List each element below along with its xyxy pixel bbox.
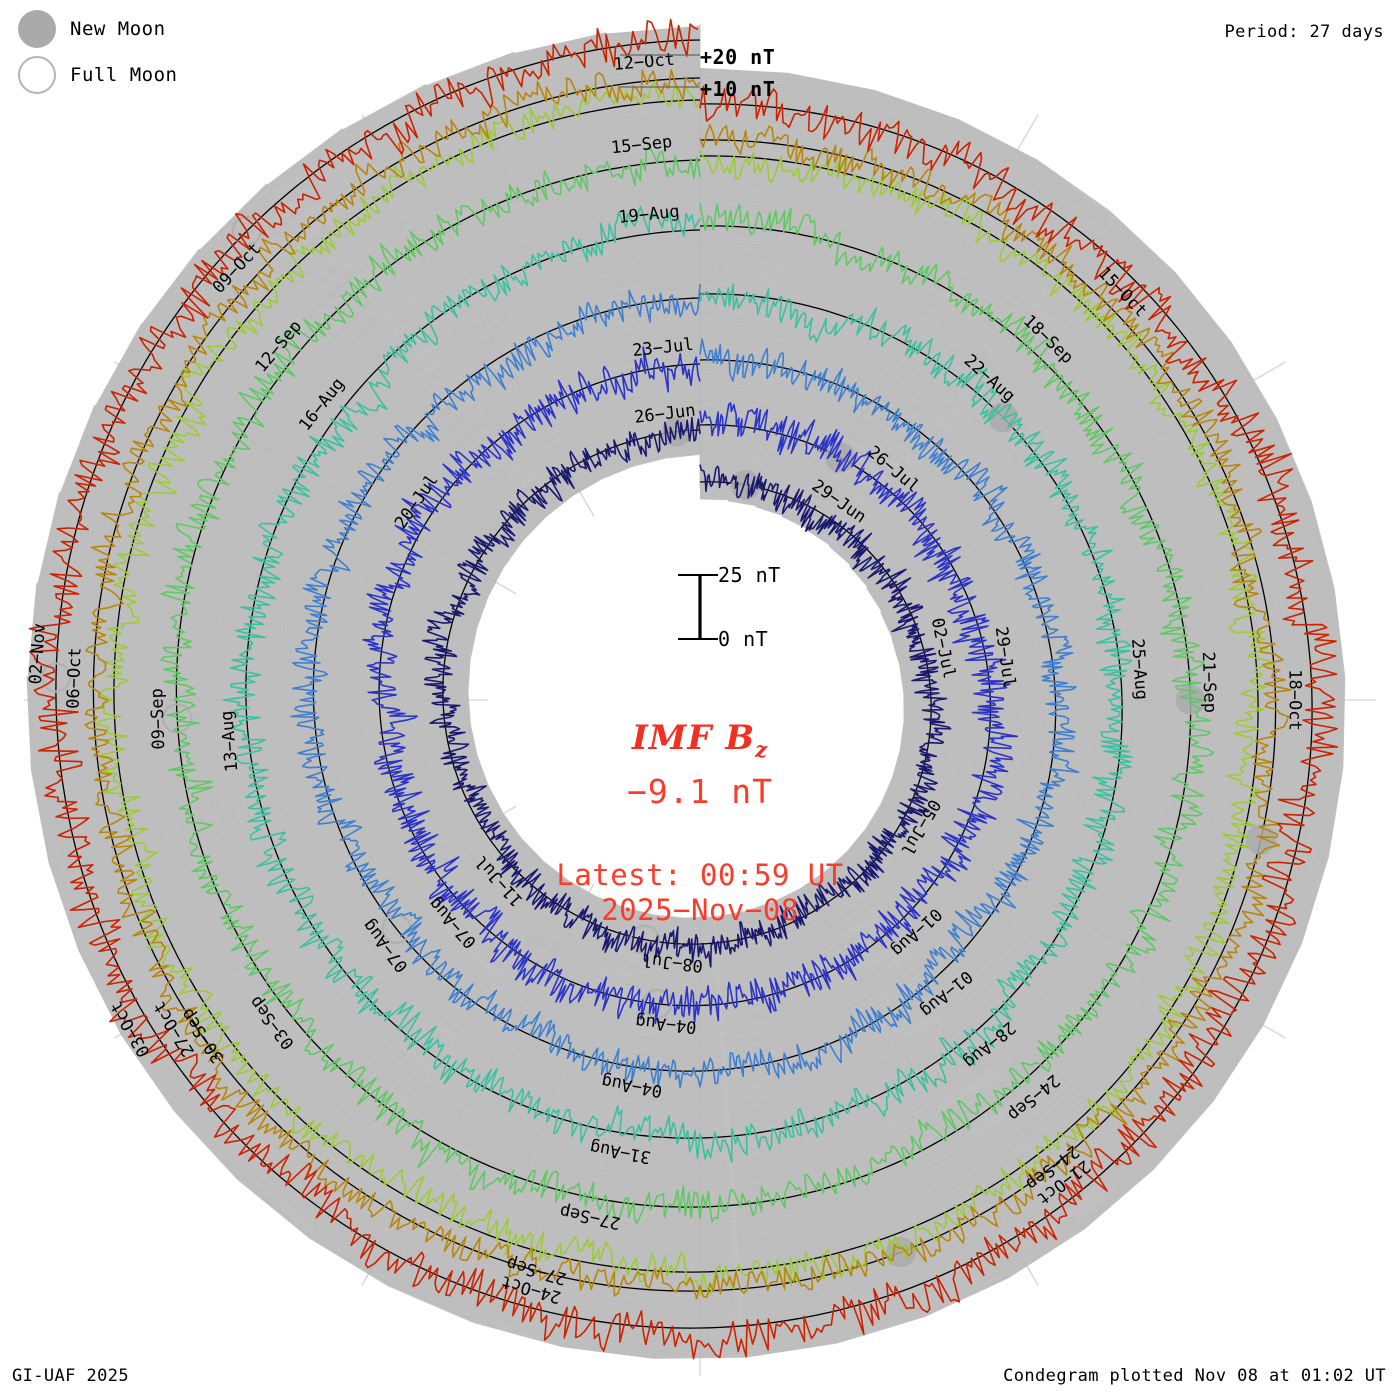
trace-arm-sep-oct bbox=[94, 81, 1275, 1297]
date-label: 18−Oct bbox=[1285, 669, 1305, 730]
legend-row-full-moon: Full Moon bbox=[18, 52, 278, 98]
imf-quantity-subscript: z bbox=[755, 736, 769, 762]
imf-current-value: −9.1 nT bbox=[626, 772, 774, 811]
imf-quantity-text: IMF B bbox=[631, 718, 756, 758]
full-moon-marker bbox=[40, 662, 72, 693]
scale-bar-bottom-label: 0 nT bbox=[718, 627, 769, 651]
moon-legend: New Moon Full Moon bbox=[18, 6, 278, 98]
new-moon-icon bbox=[18, 10, 56, 48]
full-moon-marker bbox=[381, 913, 412, 944]
new-moon-marker bbox=[1245, 824, 1276, 855]
trace-arm-oct bbox=[84, 69, 1292, 1300]
radial-label-plus20: +20 nT bbox=[700, 45, 776, 69]
date-label: 02−Nov bbox=[26, 622, 50, 685]
scale-bar-top-label: 25 nT bbox=[718, 563, 781, 587]
plotted-timestamp: Condegram plotted Nov 08 at 01:02 UT bbox=[1003, 1366, 1386, 1386]
trace-arm-sep bbox=[160, 145, 1215, 1225]
period-label: Period: 27 days bbox=[1224, 22, 1384, 42]
date-label: 06−Oct bbox=[63, 647, 85, 709]
imf-quantity-title: IMF Bz bbox=[0, 718, 1400, 762]
date-label: 21−Sep bbox=[1198, 651, 1220, 713]
trace-arm-aug bbox=[222, 205, 1134, 1163]
latest-date: 2025−Nov−08 bbox=[601, 893, 799, 927]
legend-row-new-moon: New Moon bbox=[18, 6, 278, 52]
latest-time: Latest: 00:59 UT bbox=[556, 858, 844, 892]
legend-label-new-moon: New Moon bbox=[70, 18, 166, 40]
credit-label: GI-UAF 2025 bbox=[12, 1366, 129, 1386]
trace-arm-aug-early bbox=[290, 284, 1080, 1089]
legend-label-full-moon: Full Moon bbox=[70, 64, 178, 86]
baseline-arm-aug-early bbox=[312, 297, 1057, 1072]
trace-arm-jun-jul bbox=[421, 416, 952, 968]
trace-arm-nov bbox=[28, 18, 1339, 1360]
radial-tick-marks bbox=[620, 54, 718, 640]
radial-label-plus10: +10 nT bbox=[700, 77, 776, 101]
new-moon-marker bbox=[825, 442, 856, 473]
date-label: 09−Sep bbox=[147, 688, 169, 750]
date-label: 25−Aug bbox=[1127, 638, 1151, 701]
arm-traces bbox=[28, 18, 1339, 1360]
baseline-arm-jun-jul bbox=[442, 429, 932, 945]
trace-arm-jul-aug bbox=[362, 346, 1019, 1025]
full-moon-icon bbox=[18, 56, 56, 94]
